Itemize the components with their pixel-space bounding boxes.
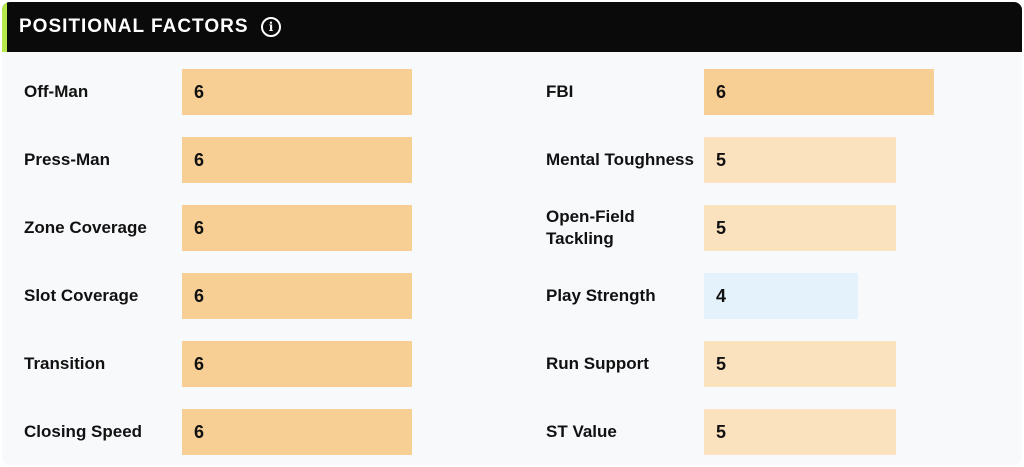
factor-label: FBI xyxy=(546,82,574,101)
factor-row-left: Closing Speed 6 xyxy=(2,409,1022,455)
factor-value: 5 xyxy=(716,422,727,442)
factor-value: 6 xyxy=(194,422,205,442)
factor-value: 6 xyxy=(194,82,205,102)
factor-bar: 4 xyxy=(704,273,858,319)
factor-value: 6 xyxy=(194,354,205,374)
factor-row-right: Play Strength 4 xyxy=(2,273,1022,319)
factor-value: 6 xyxy=(194,218,205,238)
factor-row-left: Transition 6 xyxy=(2,341,1022,387)
factor-bar: 6 xyxy=(704,69,934,115)
factor-label: Off-Man xyxy=(24,82,89,101)
factor-row-right: Open-Field Tackling 5 xyxy=(2,205,1022,251)
factor-bar: 6 xyxy=(182,69,412,115)
factor-bar: 6 xyxy=(182,409,412,455)
factor-bar: 6 xyxy=(182,137,412,183)
factor-value: 4 xyxy=(716,286,727,306)
factor-bar: 6 xyxy=(182,341,412,387)
factor-bar: 6 xyxy=(182,205,412,251)
factor-bar: 5 xyxy=(704,205,896,251)
factor-row-right: ST Value 5 xyxy=(2,409,1022,455)
factor-label: Press-Man xyxy=(24,150,110,169)
factor-row-left: Press-Man 6 xyxy=(2,137,1022,183)
info-icon[interactable]: i xyxy=(261,17,281,37)
panel-header: POSITIONAL FACTORS i xyxy=(2,2,1022,52)
factor-bar: 5 xyxy=(704,409,896,455)
factor-value: 6 xyxy=(194,150,205,170)
factor-bar: 5 xyxy=(704,137,896,183)
factor-row-right: Run Support 5 xyxy=(2,341,1022,387)
factor-label: Closing Speed xyxy=(24,422,143,441)
factor-value: 5 xyxy=(716,354,727,374)
factor-label: Play Strength xyxy=(546,286,656,305)
factor-value: 5 xyxy=(716,218,727,238)
factor-label: Zone Coverage xyxy=(24,218,147,237)
factor-row-left: Zone Coverage 6 xyxy=(2,205,1022,251)
factor-label: Run Support xyxy=(546,354,649,373)
factor-row-left: Off-Man 6 xyxy=(2,69,1022,115)
factor-label: ST Value xyxy=(546,422,617,441)
factor-bar: 5 xyxy=(704,341,896,387)
factor-row-right: Mental Toughness 5 xyxy=(2,137,1022,183)
factor-label: Open-Field Tackling xyxy=(546,207,635,248)
factor-value: 6 xyxy=(716,82,727,102)
factor-row-left: Slot Coverage 6 xyxy=(2,273,1022,319)
factor-label: Slot Coverage xyxy=(24,286,139,305)
header-accent-bar xyxy=(2,2,7,52)
factor-value: 5 xyxy=(716,150,727,170)
factor-label: Transition xyxy=(24,354,106,373)
factor-row-right: FBI 6 xyxy=(2,69,1022,115)
factor-bar: 6 xyxy=(182,273,412,319)
factor-value: 6 xyxy=(194,286,205,306)
panel-title: POSITIONAL FACTORS xyxy=(19,16,249,37)
factor-label: Mental Toughness xyxy=(546,150,694,169)
